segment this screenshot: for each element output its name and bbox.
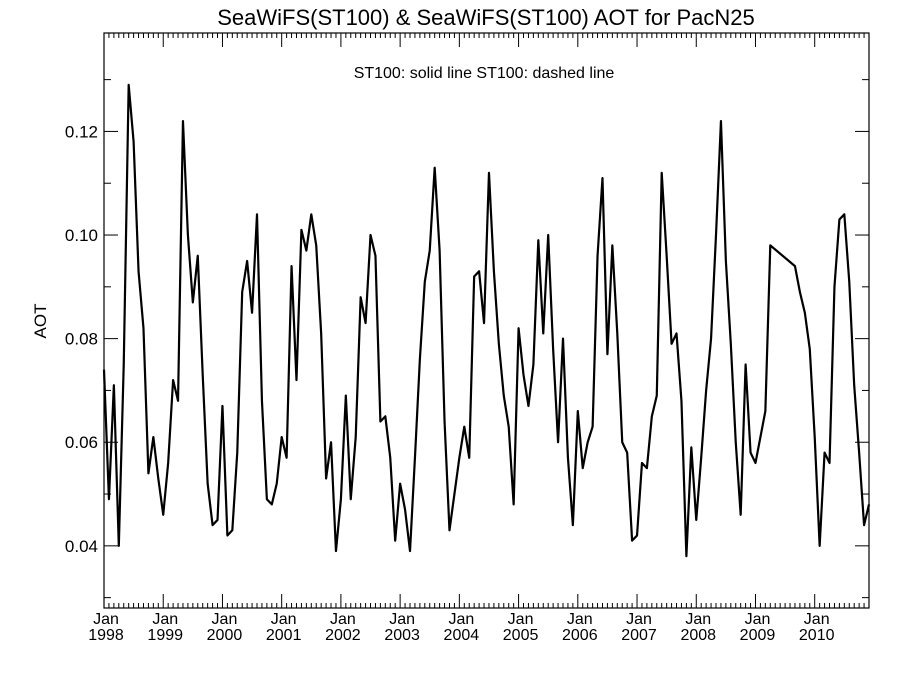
x-tick-month: Jan — [685, 611, 711, 628]
x-tick-month: Jan — [804, 611, 830, 628]
x-tick-month: Jan — [745, 611, 771, 628]
x-tick-month: Jan — [389, 611, 415, 628]
y-axis-label: AOT — [31, 304, 50, 339]
x-tick-month: Jan — [93, 611, 119, 628]
y-tick-label: 0.04 — [65, 537, 98, 556]
x-tick-month: Jan — [567, 611, 593, 628]
axis-ticks — [103, 33, 870, 608]
x-tick-year: 2009 — [740, 627, 776, 644]
x-tick-year: 2003 — [384, 627, 420, 644]
y-tick-label: 0.10 — [65, 226, 98, 245]
x-tick-year: 2005 — [503, 627, 539, 644]
x-tick-year: 2008 — [680, 627, 716, 644]
x-tick-month: Jan — [330, 611, 356, 628]
x-tick-month: Jan — [152, 611, 178, 628]
x-tick-year: 2006 — [562, 627, 598, 644]
x-tick-year: 1999 — [147, 627, 183, 644]
plot-frame — [103, 32, 870, 609]
y-tick-label: 0.12 — [65, 122, 98, 141]
x-tick-year: 1998 — [88, 627, 124, 644]
data-series — [102, 83, 871, 558]
chart-annotation: ST100: solid line ST100: dashed line — [354, 65, 615, 82]
x-tick-month: Jan — [508, 611, 534, 628]
axis-tick-labels: 0.040.060.080.100.12Jan1998Jan1999Jan200… — [65, 122, 835, 644]
x-tick-year: 2002 — [325, 627, 361, 644]
y-tick-label: 0.06 — [65, 433, 98, 452]
x-tick-year: 2010 — [799, 627, 835, 644]
x-tick-month: Jan — [626, 611, 652, 628]
x-tick-year: 2007 — [621, 627, 657, 644]
chart-title: SeaWiFS(ST100) & SeaWiFS(ST100) AOT for … — [217, 5, 755, 30]
y-tick-label: 0.08 — [65, 330, 98, 349]
x-tick-month: Jan — [448, 611, 474, 628]
x-tick-year: 2004 — [444, 627, 480, 644]
x-tick-year: 2001 — [266, 627, 302, 644]
x-tick-year: 2000 — [207, 627, 243, 644]
series-line-solid — [102, 83, 871, 558]
x-tick-month: Jan — [212, 611, 238, 628]
x-tick-month: Jan — [271, 611, 297, 628]
